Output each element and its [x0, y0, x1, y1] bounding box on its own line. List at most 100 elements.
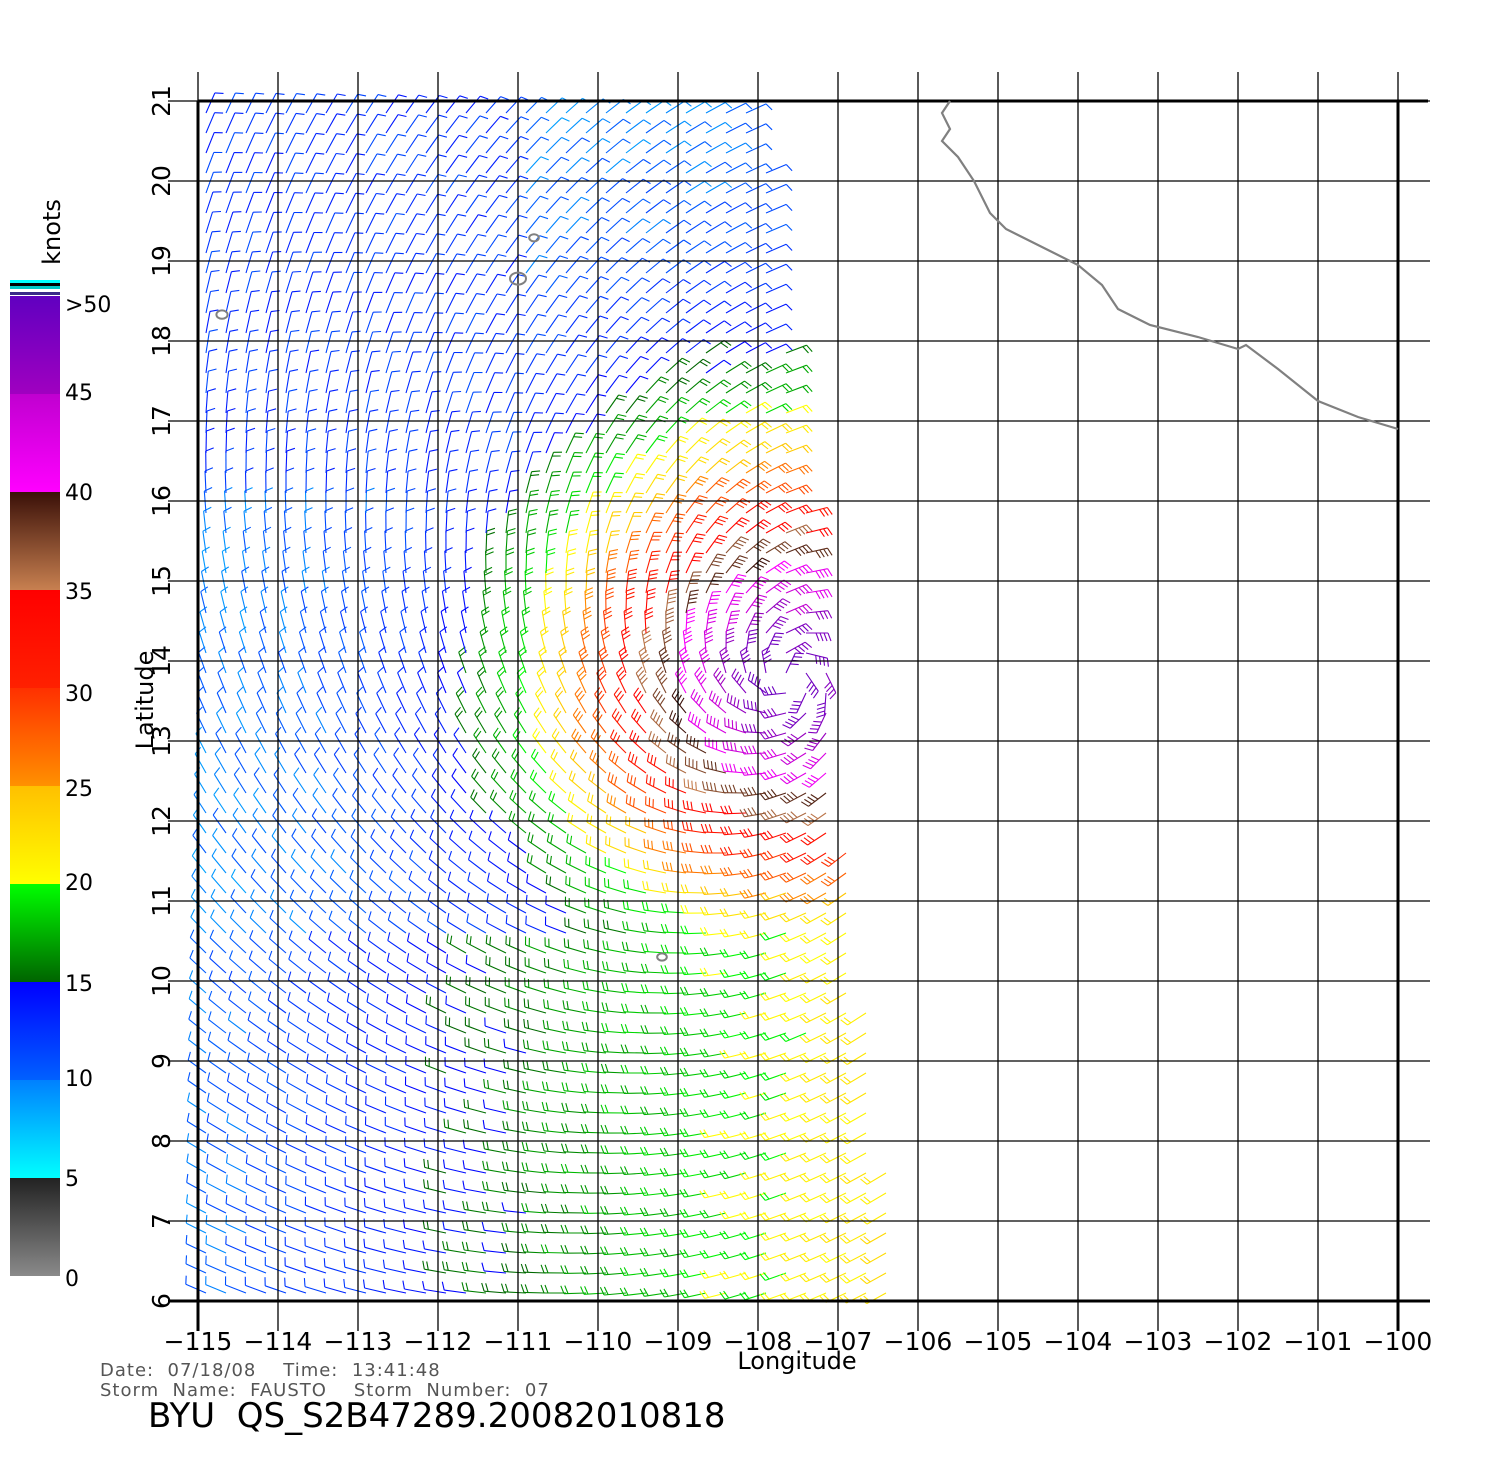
wind-barb	[344, 1156, 367, 1174]
wind-barb	[713, 667, 727, 694]
wind-barb	[445, 292, 465, 314]
wind-barb	[625, 453, 646, 474]
wind-barb	[605, 511, 622, 534]
wind-barb	[525, 156, 549, 174]
wind-barb	[425, 371, 442, 394]
wind-barb	[225, 230, 241, 254]
wind-barb	[645, 473, 667, 494]
wind-barb	[305, 271, 322, 294]
wind-barb	[525, 116, 550, 134]
wind-barb	[363, 1198, 387, 1214]
wind-barb	[485, 934, 507, 954]
wind-barb	[245, 171, 263, 194]
wind-barb	[485, 115, 509, 134]
wind-barb	[525, 372, 545, 394]
wind-barb	[605, 453, 625, 474]
wind-barb	[635, 666, 648, 694]
wind-barb	[386, 973, 407, 994]
wind-barb	[465, 194, 488, 214]
wind-barb	[819, 1152, 847, 1164]
wind-barb	[431, 768, 447, 794]
wind-barb	[464, 1016, 487, 1034]
wind-barb	[739, 807, 767, 818]
wind-barb	[759, 1132, 787, 1141]
wind-barb	[581, 1021, 607, 1034]
wind-barb	[759, 1232, 787, 1241]
wind-barb	[599, 1286, 627, 1296]
wind-barb	[705, 221, 732, 234]
wind-barb	[325, 487, 334, 514]
wind-barb	[285, 428, 296, 454]
wind-barb	[645, 569, 659, 594]
wind-barb	[423, 1138, 447, 1154]
wind-barb	[290, 869, 307, 894]
wind-barb	[419, 626, 428, 654]
wind-barb	[225, 112, 244, 134]
wind-barb	[585, 855, 607, 874]
wind-barb	[521, 1223, 547, 1234]
wind-barb	[645, 434, 668, 454]
wind-barb	[185, 1194, 207, 1214]
wind-barb	[545, 215, 569, 234]
wind-barb	[585, 472, 603, 494]
island-outline	[215, 309, 229, 320]
wind-barb	[229, 929, 247, 954]
lon-tick-label: −104	[1044, 1327, 1113, 1356]
wind-barb	[387, 932, 407, 954]
wind-barb	[545, 470, 561, 494]
wind-barb	[461, 1282, 487, 1294]
lon-tick-label: −109	[644, 1327, 713, 1356]
wind-barb	[547, 811, 567, 834]
wind-barb	[465, 312, 485, 334]
wind-barb	[445, 371, 462, 394]
wind-barb	[225, 270, 240, 294]
wind-barb	[285, 1114, 307, 1134]
wind-barb	[225, 171, 243, 194]
wind-barb	[679, 1249, 707, 1259]
wind-barb	[345, 1136, 367, 1154]
wind-barb	[655, 666, 668, 694]
wind-barb	[584, 876, 607, 894]
wind-barb	[346, 1013, 367, 1034]
wind-barb	[352, 788, 367, 814]
wind-barb	[365, 487, 375, 514]
wind-barb	[605, 316, 629, 334]
wind-barb	[625, 158, 651, 174]
wind-barb	[685, 240, 712, 254]
wind-barb	[405, 448, 418, 474]
wind-barb	[780, 732, 807, 747]
wind-barb	[504, 976, 527, 994]
wind-barb	[582, 606, 592, 634]
wind-barb	[385, 468, 397, 494]
wind-barb	[505, 956, 527, 974]
wind-barb	[545, 412, 564, 434]
wind-barb	[385, 370, 401, 394]
wind-barb	[245, 349, 259, 374]
wind-barb	[339, 626, 347, 654]
wind-barb	[605, 433, 626, 454]
wind-barb	[685, 299, 712, 314]
wind-barb	[246, 1113, 267, 1134]
wind-barb	[819, 1272, 847, 1283]
wind-barb	[679, 1108, 707, 1118]
wind-barb	[545, 156, 570, 174]
wind-barb	[545, 117, 570, 134]
wind-barb	[805, 652, 829, 667]
wind-barb	[207, 1031, 227, 1054]
wind-barb	[323, 1278, 347, 1294]
wind-barb	[719, 1230, 747, 1240]
wind-barb	[343, 1278, 367, 1294]
wind-barb	[423, 1117, 447, 1134]
wind-barb	[745, 628, 758, 654]
wind-barb	[705, 181, 733, 194]
wind-barb	[565, 528, 578, 554]
wind-barb	[665, 219, 692, 234]
colorbar-label: 45	[65, 381, 93, 406]
wind-barb	[425, 1036, 447, 1054]
wind-barb	[265, 92, 285, 114]
wind-barb	[441, 1261, 467, 1274]
wind-barb	[305, 113, 325, 134]
wind-barb	[779, 1132, 807, 1142]
wind-barb	[600, 1043, 627, 1054]
wind-barb	[565, 196, 590, 214]
